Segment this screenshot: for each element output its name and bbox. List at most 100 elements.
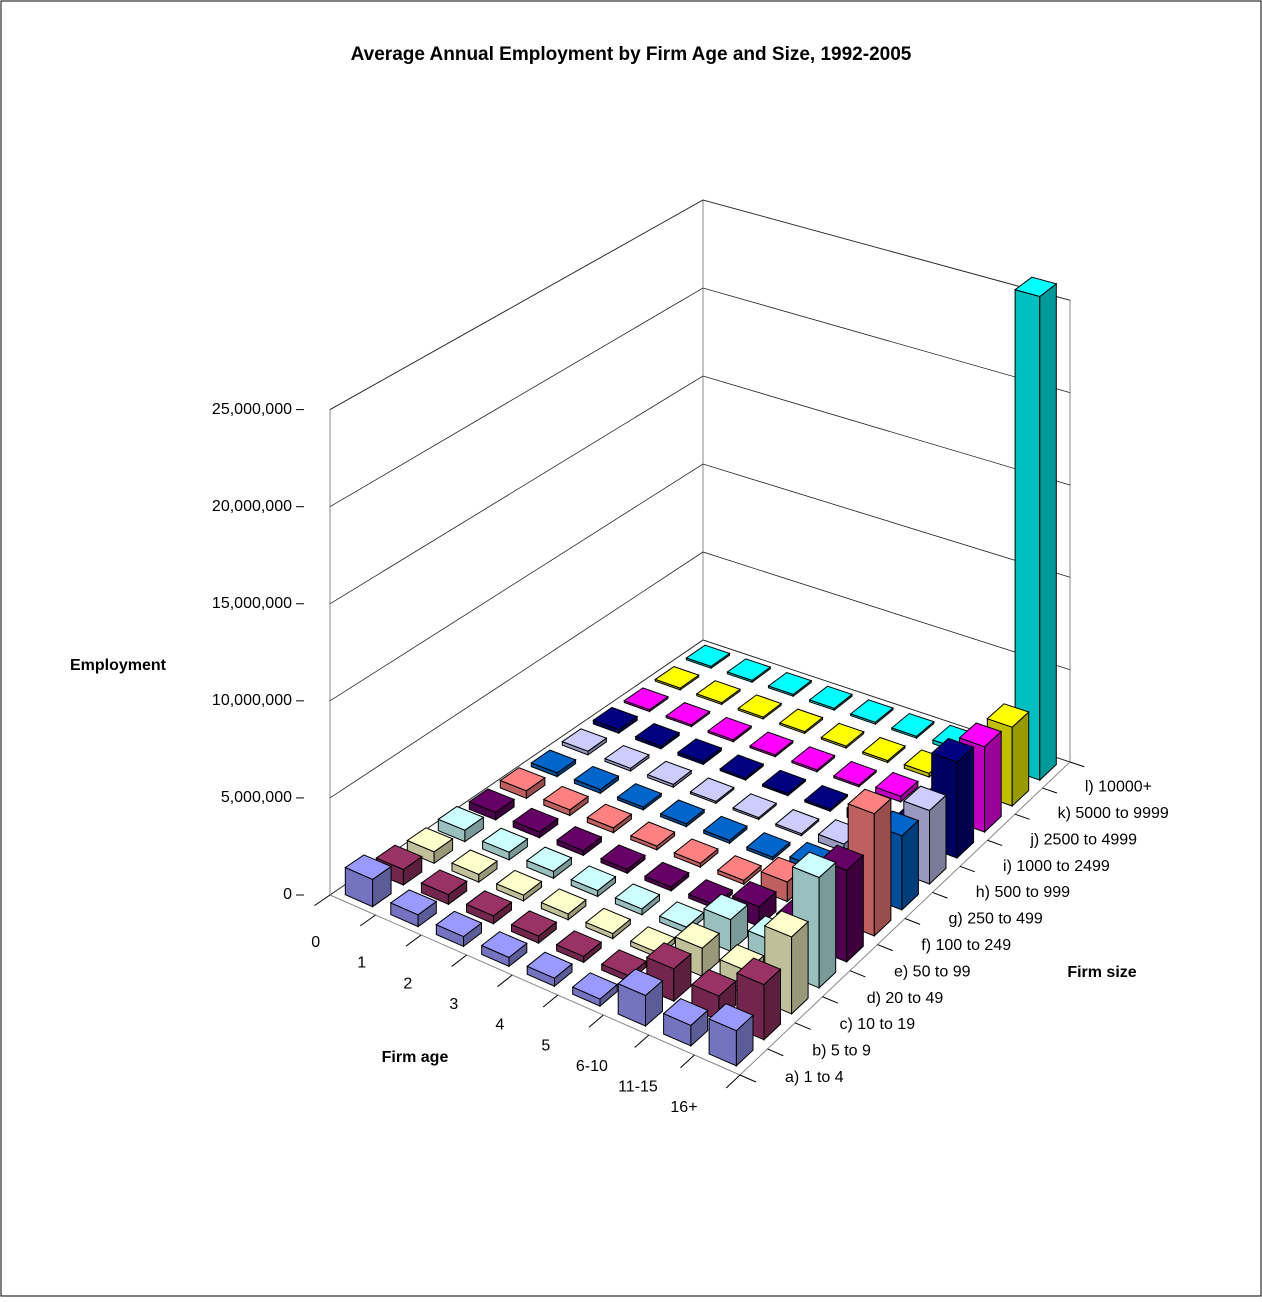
- bar-face: [665, 702, 711, 726]
- z-tick: [822, 996, 839, 1004]
- bar-face: [930, 737, 975, 763]
- bar-face: [763, 910, 810, 938]
- x-tick-label: 6-10: [576, 1058, 608, 1075]
- grid-line: [329, 375, 1071, 605]
- x-tick-label: 4: [495, 1017, 504, 1034]
- bar: [585, 907, 632, 940]
- bar: [542, 785, 590, 817]
- bar: [510, 910, 558, 945]
- bar: [803, 785, 849, 813]
- bar-face: [873, 797, 892, 938]
- x-tick: [680, 1054, 695, 1069]
- bar: [540, 888, 587, 921]
- bar: [702, 815, 748, 845]
- bar-face: [984, 730, 1002, 834]
- bar-face: [890, 712, 935, 737]
- bar: [420, 869, 468, 906]
- bar-face: [846, 854, 864, 964]
- bar-face: [832, 760, 878, 786]
- z-tick-label: f) 100 to 249: [921, 937, 1011, 954]
- x-tick: [634, 1034, 650, 1048]
- bar: [573, 765, 620, 795]
- y-tick-label: 10,000,000: [212, 692, 292, 709]
- bar-face: [570, 865, 617, 892]
- bar: [450, 849, 499, 884]
- grid-line: [329, 199, 1071, 410]
- bar: [708, 1003, 754, 1067]
- bar: [570, 865, 617, 898]
- bar-face: [450, 849, 499, 875]
- bar-face: [690, 969, 737, 997]
- bar-face: [645, 942, 692, 970]
- bar-face: [716, 855, 763, 881]
- x-tick: [405, 934, 422, 947]
- bar-face: [1014, 289, 1041, 781]
- bar-face: [643, 861, 690, 888]
- bar-face: [726, 658, 772, 681]
- bar: [707, 716, 753, 743]
- z-tick: [959, 865, 976, 873]
- chart-title: Average Annual Employment by Firm Age an…: [351, 44, 912, 65]
- bar-face: [659, 799, 706, 825]
- bar-face: [499, 767, 546, 792]
- bar-face: [526, 951, 573, 979]
- bar: [389, 889, 438, 928]
- x-tick: [588, 1014, 604, 1028]
- bar: [748, 731, 794, 758]
- bar: [778, 708, 824, 735]
- bar: [592, 706, 639, 735]
- bar-face: [1011, 710, 1030, 808]
- bar-face: [600, 844, 646, 870]
- z-tick-label: k) 5000 to 9999: [1058, 805, 1169, 822]
- bar: [790, 746, 836, 773]
- bar: [437, 805, 485, 843]
- bar: [890, 712, 935, 740]
- bar: [676, 738, 723, 766]
- y-axis-label: Employment: [70, 657, 167, 674]
- bar-face: [761, 769, 807, 795]
- bar: [561, 728, 608, 756]
- bar: [344, 854, 393, 908]
- bar-face: [586, 803, 633, 829]
- z-tick-label: i) 1000 to 2499: [1003, 858, 1110, 875]
- z-tick-label: e) 50 to 99: [894, 963, 971, 980]
- bar-face: [847, 788, 892, 815]
- bar: [465, 890, 513, 925]
- bar-face: [1039, 282, 1057, 782]
- bar: [737, 694, 783, 720]
- bar-face: [818, 861, 837, 990]
- grid-line: [329, 287, 1071, 508]
- bar-face: [731, 881, 777, 908]
- y-tick-label: 25,000,000: [212, 401, 292, 418]
- bar: [629, 821, 676, 851]
- bar-face: [510, 910, 558, 937]
- bar-face: [702, 815, 748, 841]
- bar-face: [623, 687, 669, 711]
- z-tick: [849, 970, 866, 978]
- bar: [774, 809, 820, 837]
- bar-face: [820, 722, 865, 747]
- x-tick: [451, 954, 467, 967]
- x-axis-line: [329, 894, 741, 1076]
- bar: [616, 783, 663, 811]
- bar: [614, 883, 661, 916]
- bar-face: [708, 1003, 754, 1032]
- bar-face: [530, 749, 577, 774]
- z-tick: [987, 839, 1003, 847]
- bar-face: [540, 888, 587, 915]
- bar-face: [616, 783, 663, 808]
- bar: [571, 972, 619, 1008]
- bar-face: [389, 889, 438, 916]
- bar-face: [585, 907, 632, 935]
- bar-face: [674, 921, 721, 949]
- bar-face: [435, 910, 483, 938]
- bar: [874, 771, 919, 803]
- bar: [832, 760, 878, 788]
- bar-face: [603, 744, 650, 769]
- x-tick: [542, 994, 559, 1008]
- bar-face: [735, 957, 782, 986]
- bar: [761, 769, 807, 797]
- bar: [525, 846, 573, 880]
- bar: [555, 930, 603, 964]
- bar-face: [707, 716, 753, 741]
